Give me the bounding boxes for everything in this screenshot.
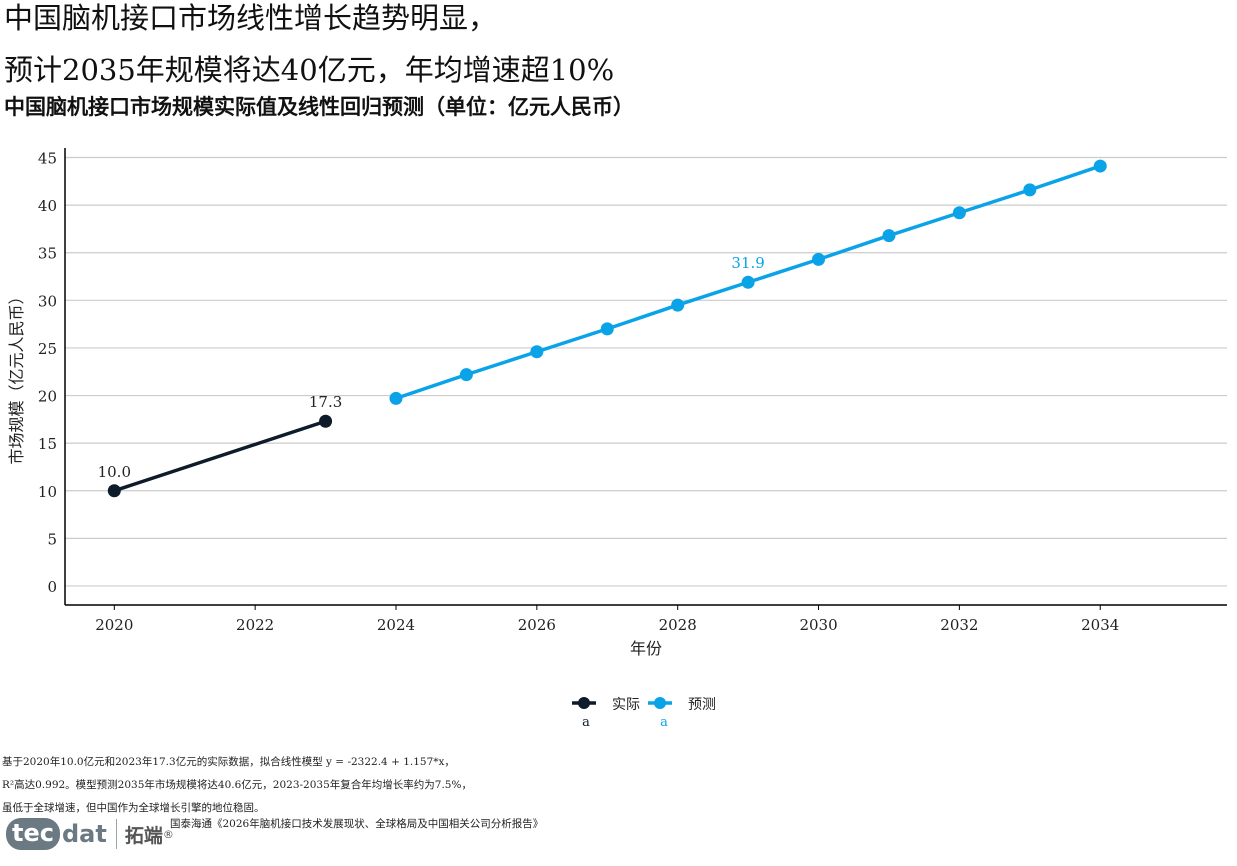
x-tick-label: 2032 xyxy=(940,616,978,634)
footnote-line-2: R²高达0.992。模型预测2035年市场规模将达40.6亿元，2023-203… xyxy=(2,779,472,791)
y-tick-label: 35 xyxy=(38,245,57,263)
title-line-1: 中国脑机接口市场线性增长趋势明显， xyxy=(4,1,498,35)
data-point-actual xyxy=(319,414,333,428)
x-axis-title: 年份 xyxy=(630,639,662,658)
title-line-2: 预计2035年规模将达40亿元，年均增速超10% xyxy=(4,53,615,87)
footnote-line-1: 基于2020年10.0亿元和2023年17.3亿元的实际数据，拟合线性模型 y … xyxy=(2,756,455,768)
subtitle: 中国脑机接口市场规模实际值及线性回归预测（单位：亿元人民币） xyxy=(4,95,634,119)
brand-logo-tec: tec xyxy=(6,818,60,850)
y-axis-title: 市场规模（亿元人民币） xyxy=(7,288,26,464)
data-label: 31.9 xyxy=(731,254,764,272)
series-line-actual xyxy=(113,419,327,493)
brand-registered-mark: ® xyxy=(162,827,174,841)
brand-logo-cn: 拓端 xyxy=(124,824,163,847)
x-tick-label: 2028 xyxy=(659,616,697,634)
line-chart: 0 5 10 15 20 25 30 35 40 45 2020 2022 2024 2026 2028 20… xyxy=(7,148,1227,730)
data-point-actual xyxy=(107,484,121,498)
x-tick-label: 2026 xyxy=(518,616,556,634)
data-point-forecast xyxy=(671,298,685,312)
data-point-forecast xyxy=(882,229,896,243)
y-tick-label: 30 xyxy=(38,292,57,310)
data-point-forecast xyxy=(952,206,966,220)
y-tick-label: 10 xyxy=(38,483,57,501)
data-point-forecast xyxy=(1023,183,1037,197)
y-tick-label: 15 xyxy=(38,435,57,453)
data-label: 10.0 xyxy=(98,463,131,481)
legend-sub-forecast: a xyxy=(660,715,668,730)
y-tick-label: 20 xyxy=(38,388,57,406)
source-note: 国泰海通《2026年脑机接口技术发展现状、全球格局及中国相关公司分析报告》 xyxy=(170,818,544,830)
data-point-forecast xyxy=(530,345,544,359)
data-point-forecast xyxy=(600,322,614,336)
brand-logo: tec dat 拓端 ® xyxy=(6,815,174,853)
y-tick-label: 40 xyxy=(38,197,57,215)
data-point-forecast xyxy=(389,391,403,405)
data-label: 17.3 xyxy=(309,393,342,411)
y-tick-label: 25 xyxy=(38,340,57,358)
y-tick-label: 0 xyxy=(47,578,57,596)
legend-label-forecast: 预测 xyxy=(688,697,716,713)
data-point-forecast xyxy=(812,252,826,266)
data-point-forecast xyxy=(741,275,755,289)
y-tick-label: 5 xyxy=(47,530,57,548)
data-point-forecast xyxy=(459,368,473,382)
legend-label-actual: 实际 xyxy=(612,697,640,713)
footnote-line-3: 虽低于全球增速，但中国作为全球增长引擎的地位稳固。 xyxy=(2,802,265,814)
brand-divider xyxy=(115,819,117,849)
legend-marker-forecast xyxy=(654,697,666,709)
legend-marker-actual xyxy=(578,697,590,709)
x-tick-label: 2030 xyxy=(799,616,837,634)
x-tick-label: 2034 xyxy=(1081,616,1119,634)
y-tick-label: 45 xyxy=(38,150,57,168)
x-tick-label: 2024 xyxy=(377,616,415,634)
data-point-forecast xyxy=(1093,159,1107,173)
brand-logo-dat: dat xyxy=(61,820,107,848)
x-tick-label: 2022 xyxy=(236,616,274,634)
legend-sub-actual: a xyxy=(582,715,590,730)
x-tick-label: 2020 xyxy=(95,616,133,634)
footnotes: 基于2020年10.0亿元和2023年17.3亿元的实际数据，拟合线性模型 y … xyxy=(2,751,472,820)
